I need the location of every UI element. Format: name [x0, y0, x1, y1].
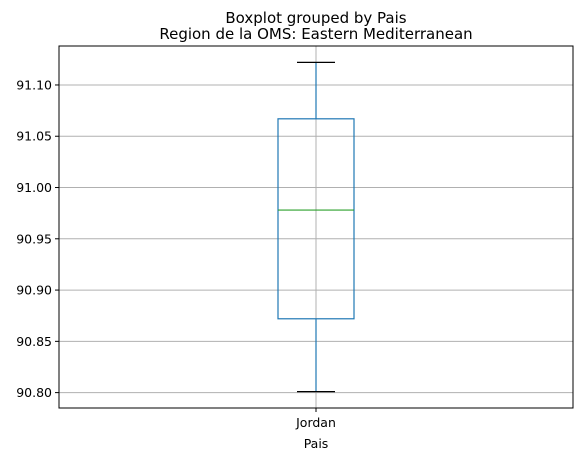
- y-tick-label: 91.00: [16, 180, 52, 195]
- y-tick-label: 90.95: [16, 231, 52, 246]
- y-tick-label: 91.10: [16, 77, 52, 92]
- x-axis-ticks: Jordan: [295, 408, 336, 430]
- y-tick-label: 90.85: [16, 334, 52, 349]
- chart-suptitle: Boxplot grouped by Pais: [225, 9, 406, 27]
- y-tick-label: 90.80: [16, 385, 52, 400]
- x-axis-label: Pais: [304, 436, 329, 451]
- boxes: [277, 61, 355, 393]
- box-iqr: [277, 118, 355, 320]
- x-tick-label: Jordan: [295, 415, 336, 430]
- chart-title: Region de la OMS: Eastern Mediterranean: [159, 25, 472, 43]
- y-tick-label: 91.05: [16, 129, 52, 144]
- y-axis-ticks: 90.80 90.85 90.90 90.95 91.00 91.05 91.10: [16, 77, 59, 400]
- y-tick-label: 90.90: [16, 283, 52, 298]
